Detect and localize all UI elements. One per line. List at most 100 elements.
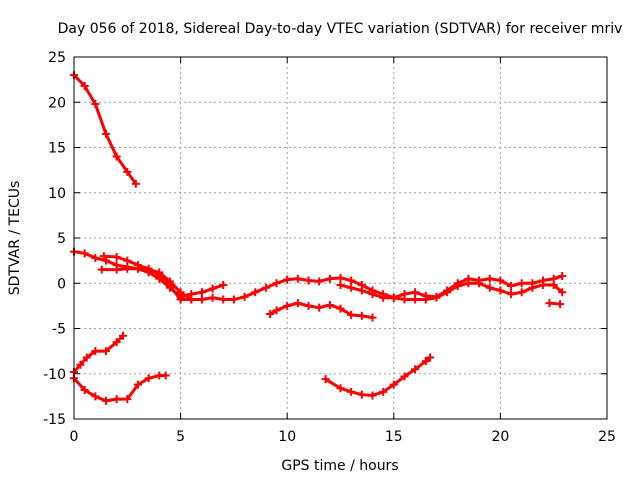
data-point [133, 261, 142, 270]
data-point [421, 357, 430, 366]
data-point [304, 301, 313, 310]
data-point [208, 293, 217, 302]
data-point [539, 281, 548, 290]
y-tick-label: 5 [57, 231, 66, 247]
data-point [101, 396, 110, 405]
data-point [507, 290, 516, 299]
data-point [507, 281, 516, 290]
x-tick-label: 0 [70, 429, 79, 445]
data-point [97, 265, 106, 274]
data-point [347, 387, 356, 396]
data-point [558, 272, 567, 281]
data-point [261, 283, 270, 292]
data-point [432, 293, 441, 302]
data-point [379, 293, 388, 302]
data-point [475, 279, 484, 288]
data-point [229, 295, 238, 304]
data-point [315, 277, 324, 286]
series-arc-6 [336, 279, 567, 304]
data-point [368, 290, 377, 299]
data-point [368, 391, 377, 400]
data-point [80, 386, 89, 395]
data-point [293, 274, 302, 283]
data-point [400, 372, 409, 381]
y-tick-label: -10 [43, 367, 66, 383]
data-point [240, 292, 249, 301]
data-point [165, 281, 174, 290]
data-point [155, 271, 164, 280]
data-point [485, 283, 494, 292]
data-point [443, 288, 452, 297]
series-arc-9 [70, 371, 170, 405]
data-point [325, 274, 334, 283]
data-point [91, 347, 100, 356]
data-point [80, 81, 89, 90]
data-point [368, 313, 377, 322]
data-point [304, 276, 313, 285]
y-tick-label: -15 [43, 412, 66, 428]
data-point [421, 295, 430, 304]
data-point [251, 288, 260, 297]
data-point [545, 299, 554, 308]
y-tick-label: 0 [57, 276, 66, 292]
series-arc-2 [70, 247, 228, 301]
data-point [123, 395, 132, 404]
data-point [112, 253, 121, 262]
data-point [293, 299, 302, 308]
data-point [496, 286, 505, 295]
data-point [112, 265, 121, 274]
data-point [91, 392, 100, 401]
x-axis-label: GPS time / hours [281, 458, 398, 474]
data-point [266, 310, 275, 319]
axis-ticks: 0 5 10 15 20 25 -15 -10 -5 0 5 10 15 20 25 [43, 50, 616, 445]
data-point [99, 252, 108, 261]
data-point [161, 371, 170, 380]
y-axis-label: SDTVAR / TECUs [7, 181, 23, 296]
data-point [336, 384, 345, 393]
data-point [517, 288, 526, 297]
data-point [400, 295, 409, 304]
series-line [339, 281, 564, 302]
series-line [72, 374, 168, 403]
data-point [357, 311, 366, 320]
data-point [187, 295, 196, 304]
series-arc-4 [99, 252, 196, 304]
series-arc-10 [321, 353, 435, 400]
data-point [411, 288, 420, 297]
series-arc-1 [70, 71, 140, 188]
data-point [123, 256, 132, 265]
data-point [389, 293, 398, 302]
y-tick-label: 15 [48, 141, 66, 157]
data-point [101, 256, 110, 265]
data-point [411, 365, 420, 374]
data-point [379, 387, 388, 396]
data-point [528, 283, 537, 292]
data-point [389, 380, 398, 389]
data-point [549, 281, 558, 290]
y-tick-label: 25 [48, 50, 66, 66]
data-point [283, 275, 292, 284]
data-point [272, 279, 281, 288]
data-point [219, 295, 228, 304]
x-tick-label: 25 [598, 429, 616, 445]
data-point [101, 347, 110, 356]
data-point [315, 303, 324, 312]
data-point [496, 276, 505, 285]
data-point [80, 249, 89, 258]
data-point [144, 374, 153, 383]
data-point [176, 288, 185, 297]
data-point [426, 353, 435, 362]
x-tick-label: 10 [278, 429, 296, 445]
data-point [112, 338, 121, 347]
data-point [91, 253, 100, 262]
data-point [176, 295, 185, 304]
data-point [347, 310, 356, 319]
y-tick-label: 10 [48, 186, 66, 202]
data-point [123, 167, 132, 176]
series-line [72, 73, 138, 186]
data-point [517, 279, 526, 288]
data-point [82, 353, 91, 362]
data-point [558, 288, 567, 297]
data-point [123, 264, 132, 273]
